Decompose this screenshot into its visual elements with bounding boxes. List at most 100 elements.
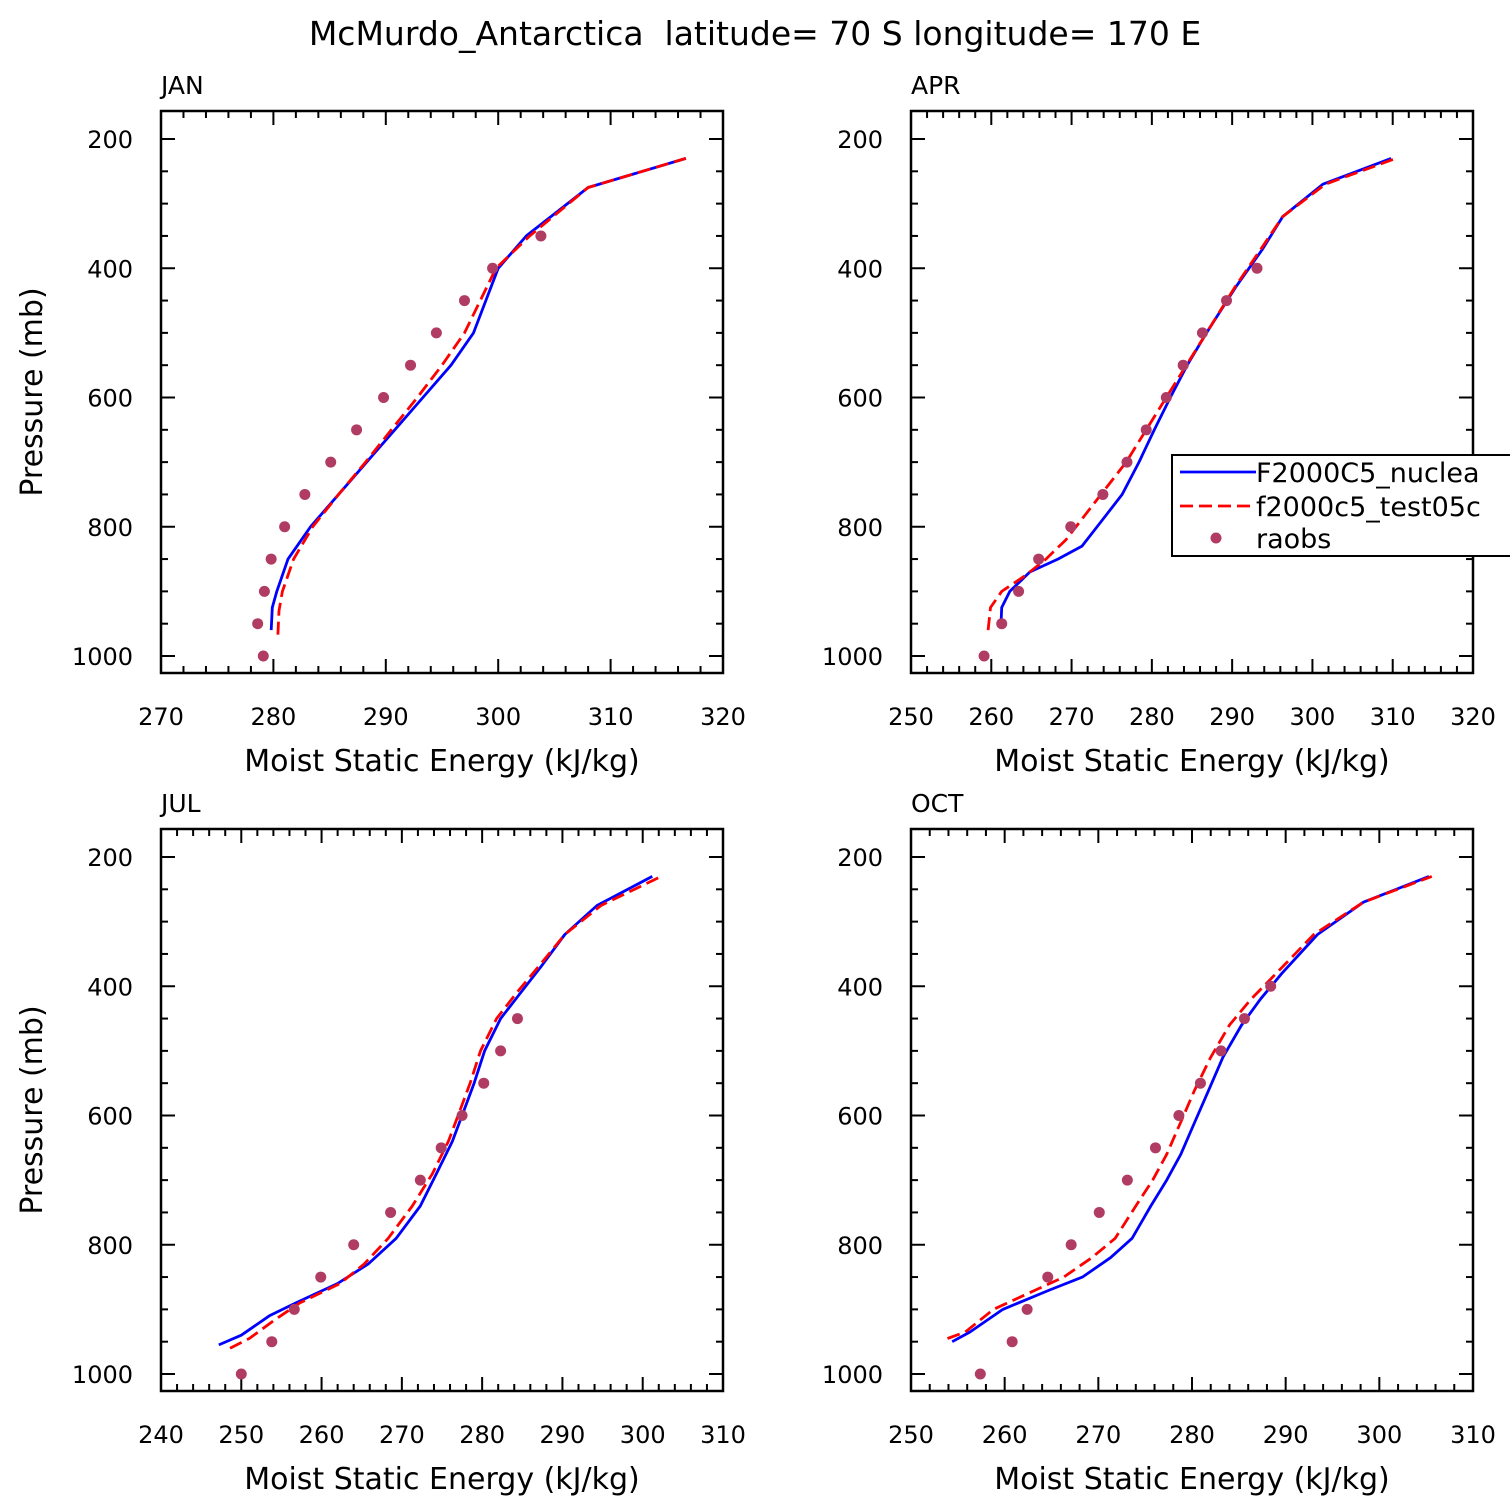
series-line-test05c [229, 875, 662, 1350]
raobs-point [1196, 327, 1208, 339]
raobs-point [414, 1174, 426, 1186]
x-tick-label: 300 [475, 703, 521, 731]
raobs-point [257, 650, 269, 662]
y-tick-label: 600 [87, 1103, 133, 1131]
x-tick-label: 290 [540, 1421, 586, 1449]
panel-title: JUL [159, 789, 201, 818]
x-tick-label: 290 [1263, 1421, 1309, 1449]
x-tick-label: 300 [1356, 1421, 1402, 1449]
raobs-point [1173, 1110, 1185, 1121]
raobs-point [315, 1271, 327, 1283]
raobs-point [235, 1368, 247, 1380]
panel-jul: JUL 240 250 260 270 280 290 300 310 200 400 600 800 1… [15, 789, 746, 1497]
raobs-point [266, 1336, 278, 1348]
panel-oct: OCT 250 260 270 280 290 300 310 200 400 600 800 1000… [822, 789, 1496, 1497]
raobs-point [1121, 456, 1133, 468]
y-tick-label: 400 [837, 973, 883, 1001]
plot-frame [159, 109, 725, 675]
x-tick-label: 310 [1450, 1421, 1496, 1449]
x-tick-label: 320 [700, 703, 746, 731]
raobs-point [1265, 980, 1277, 992]
plot-frame [909, 827, 1475, 1393]
raobs-point [1215, 1045, 1227, 1057]
raobs-point [535, 230, 547, 242]
raobs-point [487, 262, 499, 274]
raobs-point [1097, 488, 1109, 500]
x-tick-label: 310 [700, 1421, 746, 1449]
raobs-point [1042, 1271, 1054, 1283]
x-axis-label: Moist Static Energy (kJ/kg) [994, 1462, 1390, 1497]
panel-title: JAN [159, 71, 204, 100]
y-tick-label: 200 [837, 126, 883, 154]
raobs-point [279, 521, 291, 533]
raobs-point [435, 1142, 447, 1154]
y-tick-label: 400 [837, 255, 883, 283]
y-tick-label: 800 [87, 514, 133, 542]
y-tick-label: 200 [837, 844, 883, 872]
raobs-point [1160, 392, 1172, 403]
raobs-point [385, 1206, 397, 1218]
y-tick-label: 800 [87, 1232, 133, 1260]
x-axis-label: Moist Static Energy (kJ/kg) [994, 744, 1390, 779]
x-tick-label: 300 [620, 1421, 666, 1449]
raobs-point [252, 618, 264, 630]
raobs-point [1140, 424, 1152, 436]
raobs-point [405, 359, 417, 371]
x-tick-label: 310 [1370, 703, 1416, 731]
raobs-point [1238, 1013, 1250, 1025]
raobs-point [1149, 1142, 1161, 1154]
y-tick-label: 1000 [72, 1361, 133, 1389]
y-tick-label: 400 [87, 973, 133, 1001]
y-tick-label: 1000 [72, 643, 133, 671]
plot-frame [159, 827, 725, 1393]
raobs-point [288, 1303, 300, 1315]
raobs-point [299, 488, 311, 500]
series-line-test05c [276, 157, 687, 635]
series-line-nuclea [218, 875, 653, 1347]
raobs-point [458, 295, 470, 307]
series-line-nuclea [269, 157, 687, 631]
series-line-nuclea [951, 875, 1430, 1343]
panel-title: OCT [911, 789, 964, 818]
y-tick-label: 200 [87, 126, 133, 154]
panel-title: APR [911, 71, 961, 100]
raobs-point [1093, 1206, 1105, 1218]
y-tick-label: 800 [837, 1232, 883, 1260]
y-tick-label: 400 [87, 255, 133, 283]
x-tick-label: 290 [363, 703, 409, 731]
y-tick-label: 600 [837, 385, 883, 413]
raobs-point [1251, 262, 1263, 274]
raobs-point [1194, 1077, 1206, 1089]
raobs-point [258, 585, 270, 597]
raobs-point [325, 456, 337, 468]
raobs-point [430, 327, 442, 339]
raobs-point [1033, 553, 1045, 565]
series-line-test05c [947, 875, 1433, 1340]
raobs-point [378, 392, 390, 403]
x-tick-label: 280 [1129, 703, 1175, 731]
x-tick-label: 310 [588, 703, 634, 731]
y-tick-label: 1000 [822, 643, 883, 671]
x-tick-label: 250 [888, 1421, 934, 1449]
raobs-point [351, 424, 363, 436]
raobs-point [1177, 359, 1189, 371]
raobs-point [1013, 585, 1025, 597]
y-axis-label: Pressure (mb) [15, 287, 50, 496]
raobs-point [1121, 1174, 1133, 1186]
x-tick-label: 290 [1209, 703, 1255, 731]
raobs-point [495, 1045, 507, 1057]
raobs-point [996, 618, 1008, 630]
raobs-point [1006, 1336, 1018, 1348]
x-tick-label: 250 [218, 1421, 264, 1449]
x-tick-label: 280 [459, 1421, 505, 1449]
x-tick-label: 240 [138, 1421, 184, 1449]
panel-apr: APR 250 260 270 280 290 300 310 320 200 400 600 800 1… [822, 71, 1496, 779]
y-tick-label: 600 [837, 1103, 883, 1131]
y-axis-label: Pressure (mb) [15, 1005, 50, 1214]
y-tick-label: 200 [87, 844, 133, 872]
legend-label: raobs [1256, 524, 1331, 555]
legend-label: F2000C5_nuclea [1256, 458, 1480, 489]
x-tick-label: 300 [1290, 703, 1336, 731]
raobs-point [974, 1368, 986, 1380]
